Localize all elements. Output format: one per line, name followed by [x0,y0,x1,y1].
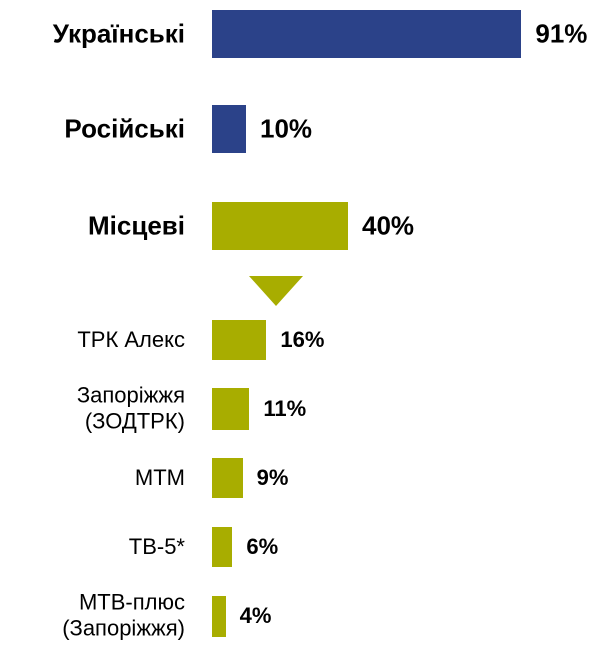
bar [212,527,233,567]
value-label: 10% [260,113,313,144]
category-label: Українські [52,18,185,49]
bar [212,105,246,153]
bar [212,458,243,498]
value-label: 40% [362,210,415,241]
bar [212,388,250,430]
bar [212,202,348,250]
category-label: Місцеві [88,210,185,241]
value-label: 91% [535,18,588,49]
bar [212,320,267,360]
value-label: 6% [246,534,279,559]
category-label: ТРК Алекс [77,326,185,352]
down-arrow [249,276,303,306]
value-label: 4% [239,603,272,628]
bar [212,10,522,58]
category-label: Запоріжжя (ЗОДТРК) [76,382,185,434]
category-label: Російські [64,113,185,144]
value-label: 16% [280,327,325,352]
value-label: 11% [263,396,307,421]
value-label: 9% [256,465,289,490]
category-label: МТМ [134,464,185,490]
category-label: МТВ-плюс (Запоріжжя) [62,589,185,641]
bar [212,595,226,637]
category-label: ТВ-5* [128,533,185,559]
